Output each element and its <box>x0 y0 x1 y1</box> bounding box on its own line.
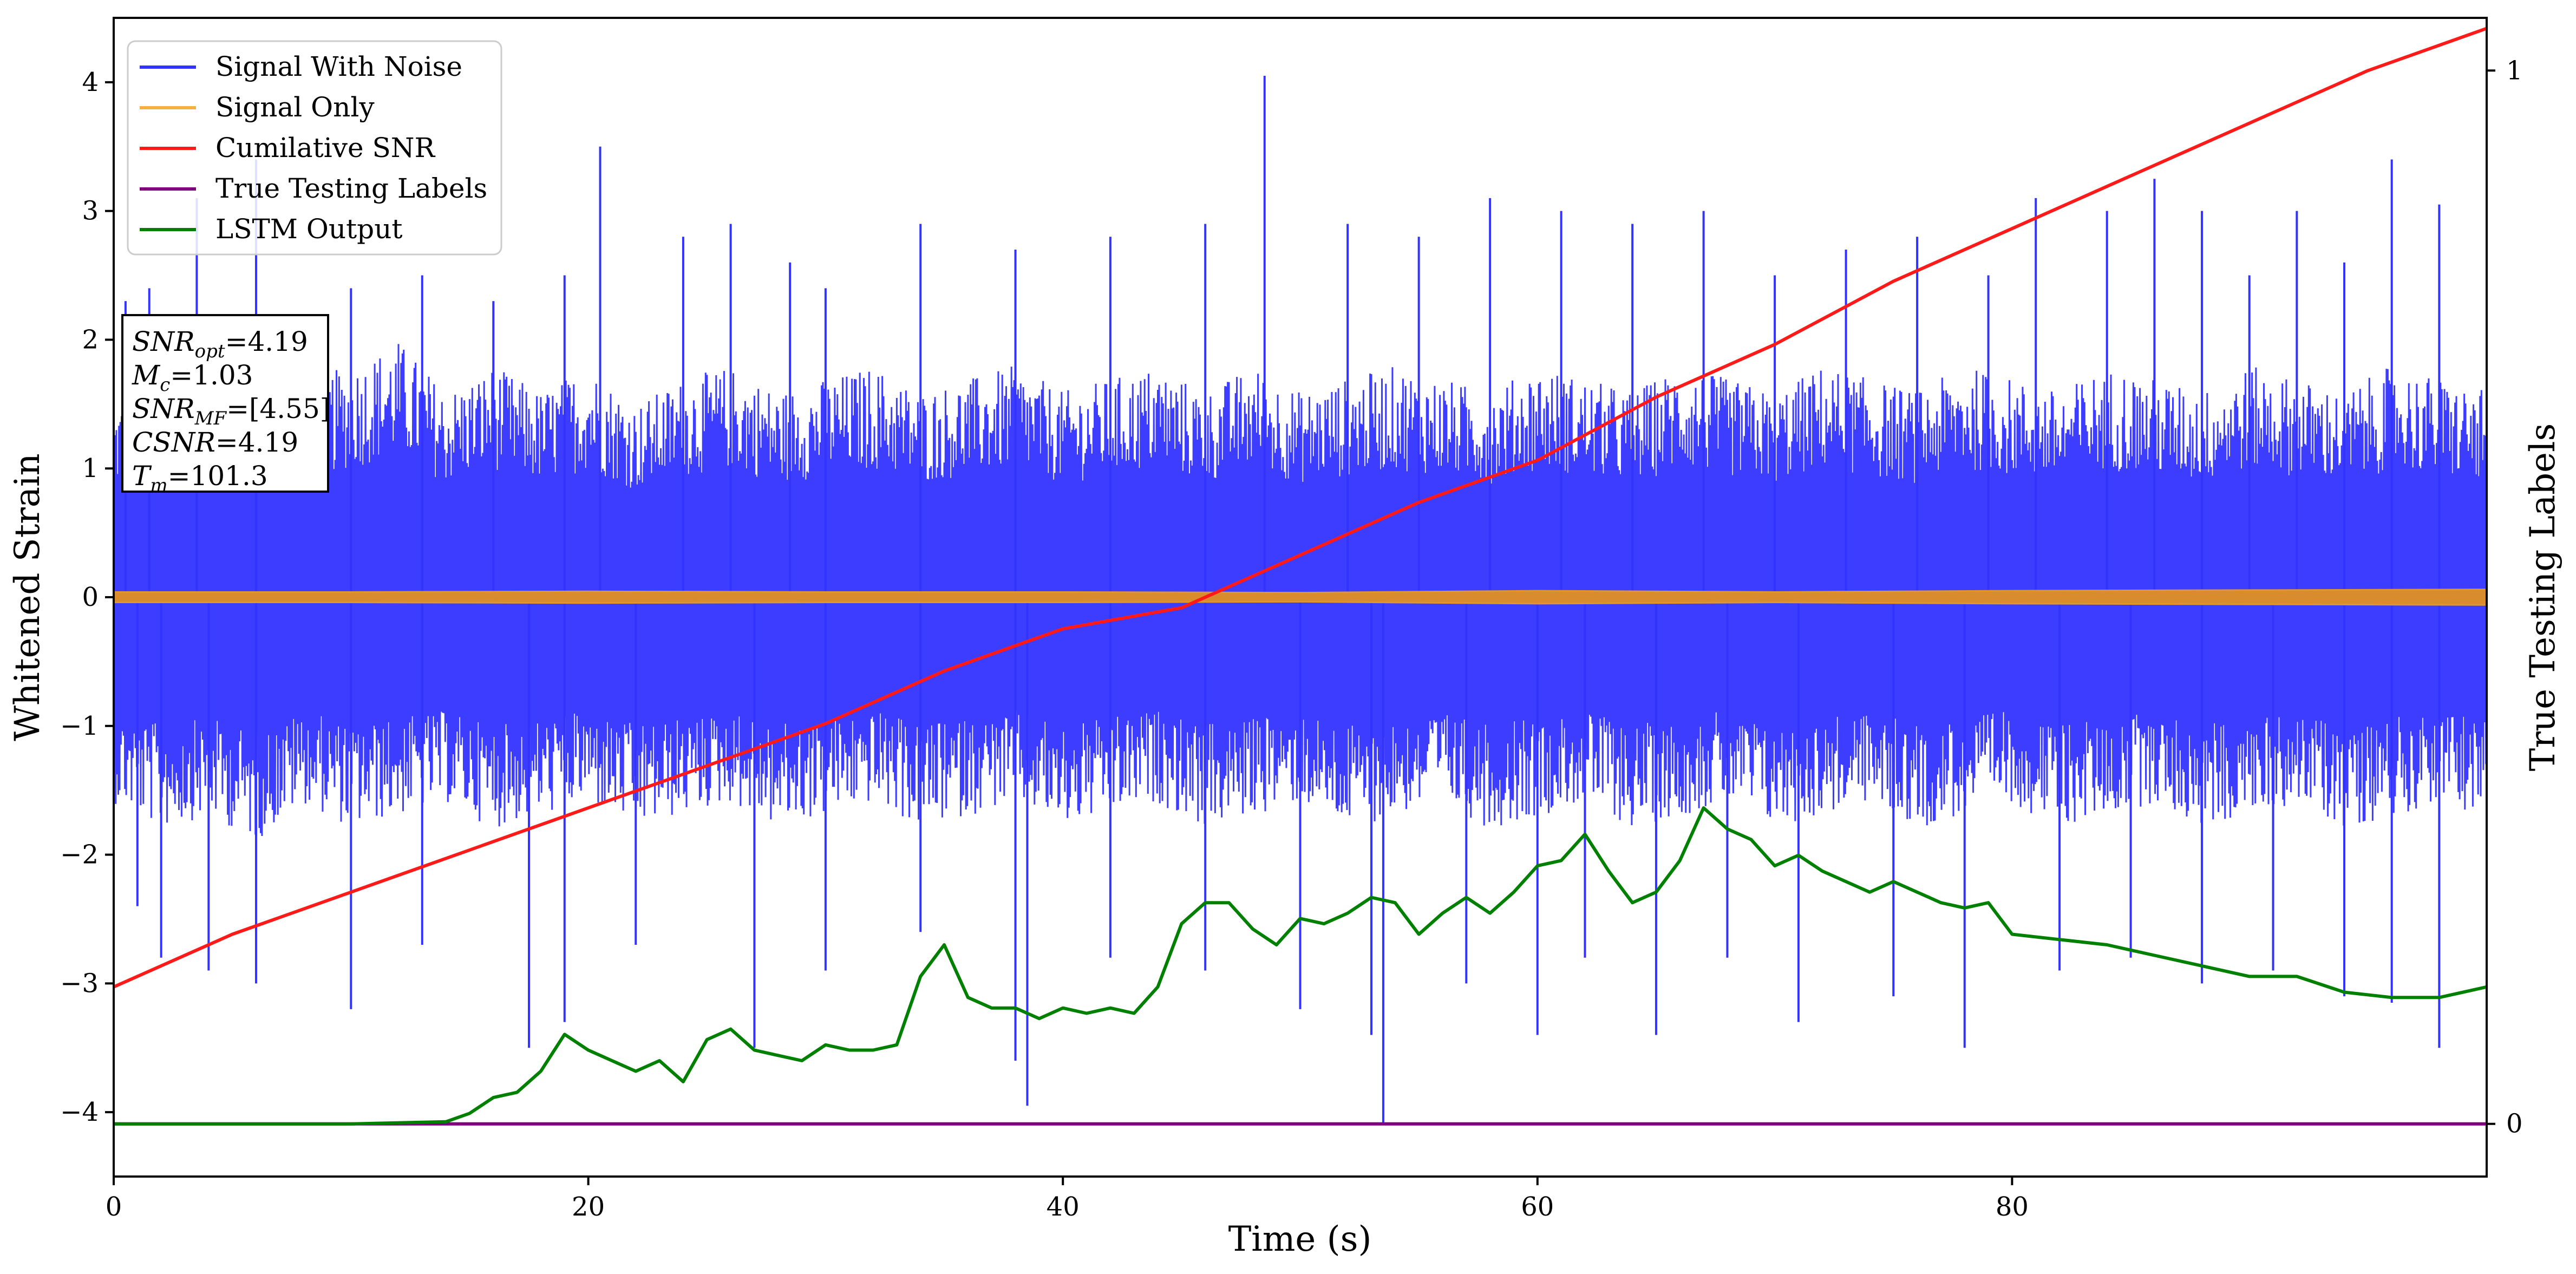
x-tick-label: 40 <box>1047 1192 1080 1222</box>
legend-label: LSTM Output <box>215 213 402 245</box>
legend-label: True Testing Labels <box>215 173 487 204</box>
annotation-line-snr-mf: SNRMF=[4.55] <box>132 393 330 429</box>
signal-only-band <box>114 589 2487 606</box>
series-signal-with-noise <box>114 76 2487 1125</box>
legend-frame <box>127 40 502 256</box>
annotation-line-csnr: CSNR=4.19 <box>132 427 298 458</box>
series-lstm-output <box>114 806 2487 1126</box>
y-right-tick-label: 0 <box>2506 1109 2523 1139</box>
y-tick-label: 4 <box>82 67 99 97</box>
y-tick-label: −3 <box>60 968 99 998</box>
series-signal-only <box>114 589 2487 606</box>
y-axis-right-label: True Testing Labels <box>2523 423 2563 772</box>
x-tick-label: 80 <box>1996 1192 2029 1222</box>
y-tick-label: 3 <box>82 196 99 226</box>
legend-label: Signal With Noise <box>215 51 462 82</box>
y-tick-label: −4 <box>60 1097 99 1127</box>
x-axis: 0 20 40 60 80 <box>106 1177 2029 1222</box>
annotation-line-snr-opt: SNRopt=4.19 <box>132 326 308 362</box>
legend-label: Cumilative SNR <box>215 132 435 164</box>
annotation-line-tm: Tm=101.3 <box>132 460 268 496</box>
y-tick-label: −1 <box>60 711 99 741</box>
y-axis-left: −4 −3 −2 −1 0 1 2 3 4 <box>60 67 114 1127</box>
legend: Signal With Noise Signal Only Cumilative S… <box>127 40 502 256</box>
parameter-annotation-box: SNRopt=4.19 Mc=1.03 SNRMF=[4.55] CSNR=4.… <box>121 314 330 496</box>
y-axis-right: 01 <box>2487 55 2523 1139</box>
y-axis-label: Whitened Strain <box>8 453 48 741</box>
legend-label: Signal Only <box>215 92 375 123</box>
y-tick-label: 2 <box>82 324 99 355</box>
y-right-tick-label: 1 <box>2506 55 2523 86</box>
x-axis-label: Time (s) <box>1228 1219 1372 1259</box>
annotation-line-mc: Mc=1.03 <box>132 360 253 396</box>
series-layer <box>114 27 2487 1126</box>
noise-trace <box>114 344 2487 837</box>
y-tick-label: 0 <box>82 582 99 612</box>
x-tick-label: 0 <box>106 1192 122 1222</box>
y-tick-label: 1 <box>82 453 99 484</box>
y-tick-label: −2 <box>60 840 99 870</box>
annotation-frame <box>121 314 329 493</box>
x-tick-label: 20 <box>572 1192 605 1222</box>
series-cumilative-snr <box>114 27 2487 989</box>
x-tick-label: 60 <box>1521 1192 1554 1222</box>
